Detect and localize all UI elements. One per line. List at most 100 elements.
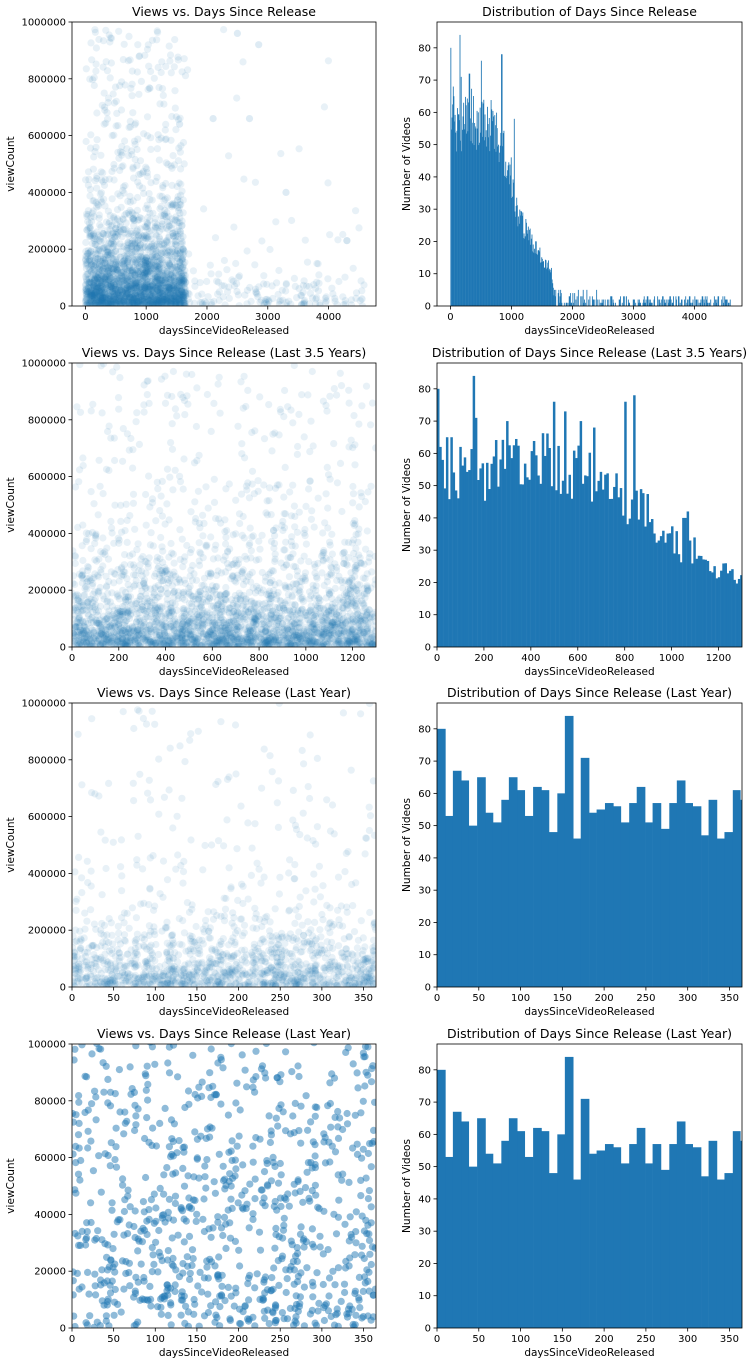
scatter-point [129,293,137,301]
scatter-point [107,300,115,306]
scatter-point [174,267,183,276]
scatter-point [117,300,125,306]
scatter-point [258,237,266,245]
scatter-point [100,293,108,301]
scatter-point [333,391,341,399]
scatter-point [117,517,125,526]
scatter-point [214,278,222,286]
scatter-point [107,296,116,305]
scatter-point [152,283,160,291]
scatter-point [130,287,138,295]
scatter-point [121,297,129,305]
scatter-point [86,256,94,264]
scatter-point [115,277,123,285]
scatter-point [105,273,113,281]
scatter-point [156,280,164,288]
scatter-point [121,289,129,297]
scatter-point [134,269,142,277]
scatter-point [104,295,112,303]
scatter-point [98,266,106,274]
scatter-point [142,204,150,213]
scatter-point [146,292,154,300]
scatter-point [162,179,170,188]
scatter-point [171,277,179,285]
scatter-point [177,201,185,209]
scatter-point [157,256,165,264]
histogram-bar [598,299,600,306]
scatter-point [308,507,316,515]
scatter-point [195,539,203,547]
scatter-point [127,287,135,295]
scatter-point [271,532,279,540]
scatter-point [100,273,108,281]
scatter-point [179,245,187,253]
scatter-point [355,551,363,559]
scatter-point [172,289,180,297]
scatter-point [166,275,175,283]
scatter-point [108,298,116,306]
histogram-bar [635,302,637,306]
scatter-point [126,294,134,302]
scatter-point [174,287,183,295]
scatter-point [97,294,105,302]
scatter-point [154,263,162,271]
scatter-point [159,286,167,294]
scatter-point [125,283,133,291]
scatter-point [125,292,133,300]
scatter-point [133,278,141,286]
scatter-point [178,255,186,263]
scatter-point [174,206,183,215]
scatter-point [137,289,145,297]
scatter-point [281,583,289,591]
scatter-point [105,291,113,299]
scatter-point [333,479,341,487]
scatter-point [115,280,123,288]
scatter-point [87,231,95,240]
scatter-point [110,242,118,250]
scatter-point [94,201,102,209]
scatter-point [110,292,119,300]
scatter-point [167,265,175,273]
scatter-point [127,290,135,298]
scatter-point [112,259,120,267]
scatter-point [131,140,139,148]
scatter-point [147,291,155,299]
scatter-point [164,283,172,291]
scatter-point [104,281,112,289]
scatter-point [163,391,172,399]
scatter-point [95,268,103,276]
scatter-point [98,409,106,417]
scatter-point [153,282,161,290]
scatter-point [145,260,153,268]
scatter-point [92,199,100,207]
scatter-point [96,258,105,266]
scatter-point [109,279,118,287]
scatter-point [143,45,152,53]
scatter-point [84,257,92,265]
scatter-point [86,185,94,193]
scatter-point [129,248,137,256]
scatter-point [105,175,113,183]
scatter-point [149,293,157,301]
scatter-point [163,208,171,216]
scatter-point [90,277,98,285]
scatter-point [98,275,106,283]
scatter-point [175,264,183,272]
scatter-point [129,214,137,222]
histogram-bar [563,302,565,306]
scatter-point [168,291,177,299]
scatter-point [126,266,134,274]
scatter-point [170,292,178,300]
histogram-bar [702,296,704,306]
histogram-bar [567,302,569,306]
scatter-point [115,283,123,292]
scatter-point [126,261,134,269]
scatter-point [134,540,142,548]
scatter-point [175,281,183,289]
scatter-point [106,289,114,297]
scatter-point [233,29,241,37]
scatter-point [134,297,142,306]
scatter-point [144,41,152,49]
scatter-point [167,69,175,77]
scatter-point [95,260,103,268]
